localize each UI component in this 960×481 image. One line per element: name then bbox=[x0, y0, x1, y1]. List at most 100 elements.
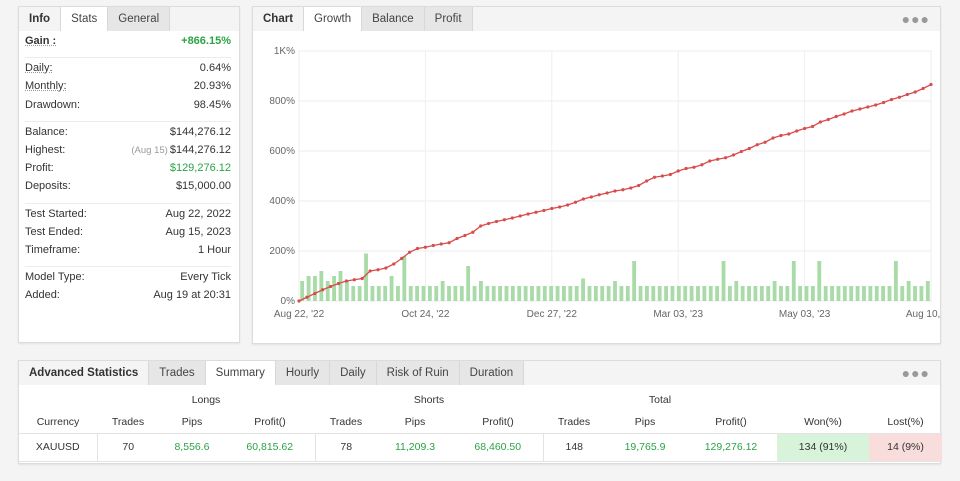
data-point bbox=[573, 200, 578, 204]
data-point bbox=[905, 92, 909, 97]
tab-advanced-statistics[interactable]: Advanced Statistics bbox=[19, 361, 150, 385]
drawdown-value: 98.45% bbox=[193, 98, 231, 111]
data-point bbox=[344, 279, 348, 283]
data-point bbox=[400, 256, 404, 261]
bar bbox=[376, 286, 381, 301]
data-point bbox=[716, 157, 720, 161]
tab-balance[interactable]: Balance bbox=[362, 7, 425, 31]
bar bbox=[823, 286, 828, 301]
tab-chart[interactable]: Chart bbox=[253, 7, 305, 31]
cell-lost: 14 (9%) bbox=[869, 432, 942, 462]
bar bbox=[332, 276, 337, 301]
drawdown-row: Drawdown: 98.45% bbox=[25, 99, 231, 117]
monthly-label[interactable]: Monthly: bbox=[25, 80, 67, 93]
bar bbox=[306, 276, 311, 301]
bar bbox=[664, 286, 668, 301]
tab-risk-of-ruin[interactable]: Risk of Ruin bbox=[376, 361, 460, 385]
deposits-row: Deposits: $15,000.00 bbox=[25, 180, 231, 198]
col-longs-pips: Pips bbox=[181, 415, 203, 428]
bar bbox=[689, 286, 694, 301]
tab-trades[interactable]: Trades bbox=[149, 361, 206, 385]
col-longs-trades: Trades bbox=[111, 415, 145, 428]
col-total-profit: Profit() bbox=[715, 415, 747, 428]
bar bbox=[842, 286, 847, 301]
daily-label[interactable]: Daily: bbox=[25, 62, 53, 75]
column-header-row: Currency Trades Pips Profit() Trades Pip… bbox=[19, 411, 942, 433]
bar bbox=[459, 286, 464, 301]
bar bbox=[657, 286, 662, 301]
bar bbox=[530, 286, 534, 301]
tab-daily[interactable]: Daily bbox=[330, 361, 377, 385]
data-point bbox=[305, 295, 309, 299]
highest-date-note: (Aug 15) bbox=[131, 144, 168, 156]
test-started-row: Test Started: Aug 22, 2022 bbox=[25, 208, 231, 226]
tab-stats[interactable]: Stats bbox=[61, 7, 109, 31]
bar bbox=[593, 286, 598, 301]
data-point bbox=[779, 133, 783, 138]
bar bbox=[696, 286, 700, 301]
group-total: Total bbox=[648, 394, 672, 406]
data-point bbox=[297, 299, 301, 303]
data-point bbox=[502, 218, 506, 222]
gain-row: Gain : +866.15% bbox=[25, 35, 231, 53]
bar bbox=[364, 253, 368, 301]
bar bbox=[683, 286, 688, 301]
bar bbox=[568, 286, 573, 301]
bar bbox=[300, 281, 305, 301]
bar bbox=[344, 281, 349, 301]
test-ended-label: Test Ended: bbox=[25, 225, 84, 238]
bar bbox=[715, 286, 720, 301]
bar bbox=[766, 286, 771, 301]
bar bbox=[625, 286, 630, 301]
y-tick-label: 0% bbox=[281, 296, 296, 307]
tab-general[interactable]: General bbox=[108, 7, 171, 31]
x-tick-label: Aug 22, '22 bbox=[274, 309, 325, 320]
deposits-value: $15,000.00 bbox=[175, 180, 231, 193]
timeframe-row: Timeframe: 1 Hour bbox=[25, 244, 231, 262]
daily-row: Daily: 0.64% bbox=[25, 62, 231, 80]
data-point bbox=[700, 163, 704, 167]
tab-profit[interactable]: Profit bbox=[424, 7, 473, 31]
bar bbox=[708, 286, 713, 301]
data-point bbox=[534, 210, 538, 214]
tab-info[interactable]: Info bbox=[19, 7, 62, 31]
more-dots-icon[interactable]: ●●● bbox=[901, 365, 930, 381]
bar bbox=[881, 286, 886, 301]
data-point bbox=[329, 284, 333, 289]
data-point bbox=[684, 166, 688, 171]
monthly-value: 20.93% bbox=[193, 80, 231, 93]
bar bbox=[759, 286, 764, 301]
data-point bbox=[368, 269, 372, 273]
data-point bbox=[494, 219, 499, 224]
tab-hourly[interactable]: Hourly bbox=[275, 361, 331, 385]
y-tick-label: 800% bbox=[269, 96, 295, 107]
bar bbox=[925, 281, 930, 301]
data-point bbox=[731, 153, 736, 157]
data-point bbox=[621, 188, 625, 192]
bar bbox=[791, 261, 796, 301]
x-tick-label: Oct 24, '22 bbox=[401, 309, 449, 320]
x-tick-label: Dec 27, '22 bbox=[527, 309, 578, 320]
bar bbox=[721, 261, 726, 301]
gain-value: +866.15% bbox=[181, 35, 231, 47]
data-point bbox=[652, 175, 657, 179]
tab-duration[interactable]: Duration bbox=[459, 361, 525, 385]
bar bbox=[906, 281, 911, 301]
data-point bbox=[313, 291, 317, 296]
data-point bbox=[510, 216, 514, 220]
tab-growth[interactable]: Growth bbox=[304, 7, 363, 31]
data-point bbox=[629, 186, 633, 190]
more-dots-icon[interactable]: ●●● bbox=[901, 11, 930, 27]
gain-label[interactable]: Gain : bbox=[25, 35, 57, 47]
data-point bbox=[321, 288, 325, 292]
bar bbox=[574, 286, 579, 301]
data-point bbox=[803, 126, 807, 131]
data-point bbox=[479, 224, 483, 228]
cell-won: 134 (91%) bbox=[777, 432, 869, 462]
y-tick-label: 400% bbox=[269, 196, 295, 207]
bar bbox=[549, 286, 554, 301]
data-point bbox=[637, 183, 641, 188]
model-type-row: Model Type: Every Tick bbox=[25, 271, 231, 289]
tab-summary[interactable]: Summary bbox=[205, 361, 276, 385]
bar bbox=[536, 286, 541, 301]
